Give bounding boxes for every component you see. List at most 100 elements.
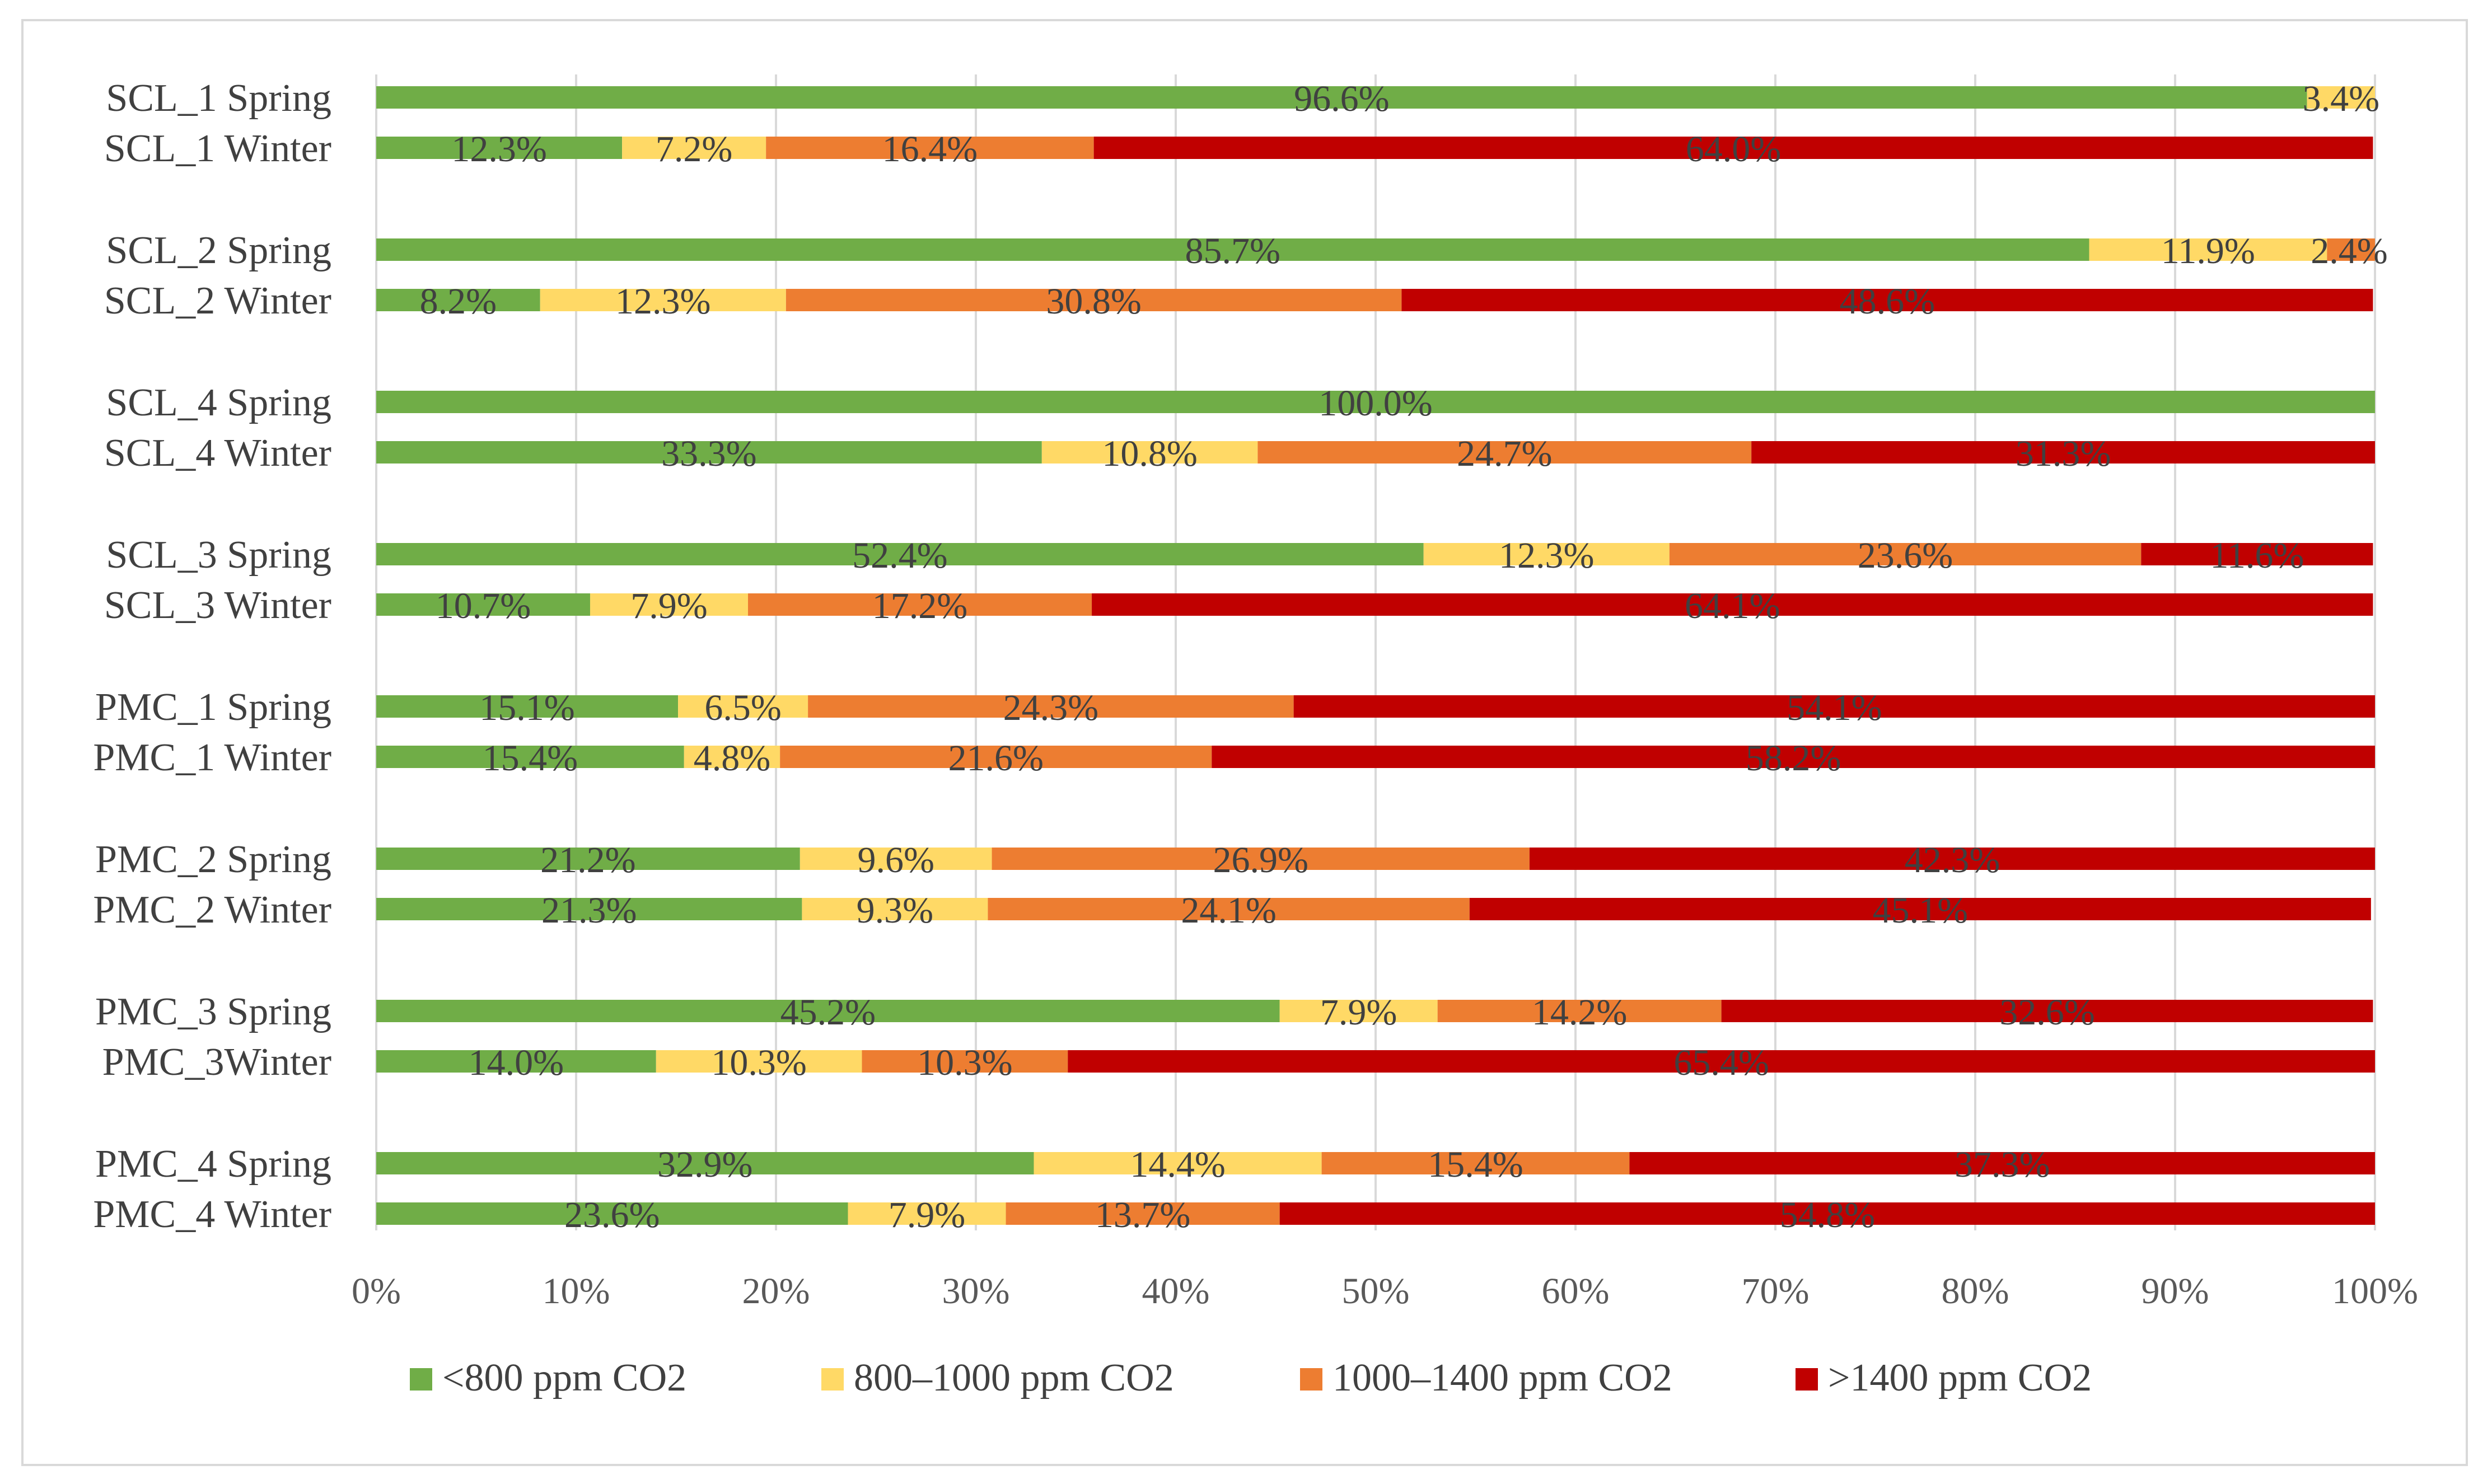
legend-label: 800–1000 ppm CO2 <box>854 1356 1174 1399</box>
x-tick-label: 60% <box>1542 1271 1610 1312</box>
data-label: 100.0% <box>1319 383 1432 424</box>
bar-segment <box>1034 1152 1322 1174</box>
category-label: SCL_1 Winter <box>104 127 331 170</box>
data-label: 12.3% <box>451 129 546 170</box>
bar-segment <box>862 1050 1068 1073</box>
data-label: 26.9% <box>1213 840 1308 881</box>
data-label: 85.7% <box>1185 231 1280 271</box>
bar-segment <box>376 441 1042 464</box>
bar-segment <box>748 593 1092 616</box>
data-label: 9.3% <box>857 890 933 931</box>
data-label: 8.2% <box>420 281 497 322</box>
data-label: 14.4% <box>1130 1144 1225 1185</box>
data-label: 11.6% <box>2210 535 2304 576</box>
bar-segment <box>848 1202 1006 1225</box>
legend-label: 1000–1400 ppm CO2 <box>1333 1356 1672 1399</box>
data-label: 45.2% <box>780 992 876 1033</box>
x-tick-label: 30% <box>942 1271 1010 1312</box>
x-tick-label: 10% <box>543 1271 610 1312</box>
data-label: 15.1% <box>479 687 574 728</box>
data-label: 16.4% <box>882 129 978 170</box>
bar-segment <box>1629 1152 2375 1174</box>
bar-segment <box>376 695 679 718</box>
bar-segment <box>1529 848 2375 870</box>
bar-segment <box>1293 695 2375 718</box>
bar-segment <box>656 1050 862 1073</box>
bar-segment <box>988 898 1470 920</box>
legend-swatch <box>821 1368 844 1391</box>
data-label: 23.6% <box>564 1195 660 1235</box>
legend-swatch <box>410 1368 432 1391</box>
legend-swatch <box>1796 1368 1818 1391</box>
legend-swatch <box>1300 1368 1322 1391</box>
data-label: 14.0% <box>469 1042 564 1083</box>
data-label: 7.9% <box>630 586 707 626</box>
bar-segment <box>376 1202 848 1225</box>
data-label: 96.6% <box>1294 78 1389 119</box>
data-label: 6.5% <box>704 687 781 728</box>
bar-segment <box>1423 543 1670 565</box>
data-label: 14.2% <box>1532 992 1627 1033</box>
category-label: PMC_1 Spring <box>95 686 331 729</box>
bar-segment <box>1257 441 1752 464</box>
legend-label: >1400 ppm CO2 <box>1828 1356 2092 1399</box>
bar-segment <box>2307 86 2375 109</box>
bar-segment <box>1279 1000 1438 1022</box>
data-label: 37.3% <box>1955 1144 2050 1185</box>
x-tick-label: 80% <box>1942 1271 2009 1312</box>
category-label: PMC_4 Spring <box>95 1143 331 1186</box>
bar-segment <box>1093 137 2373 159</box>
data-label: 32.6% <box>1999 992 2094 1033</box>
data-label: 17.2% <box>872 586 967 626</box>
category-label: PMC_2 Winter <box>93 888 331 931</box>
bar-segment <box>1321 1152 1630 1174</box>
bar-segment <box>2141 543 2373 565</box>
bar-segment <box>786 289 1402 311</box>
bar-segment <box>992 848 1530 870</box>
category-label: PMC_3 Spring <box>95 990 331 1033</box>
bar-segment <box>1437 1000 1722 1022</box>
data-label: 24.3% <box>1003 687 1098 728</box>
category-label: SCL_2 Spring <box>106 229 331 272</box>
data-label: 12.3% <box>1499 535 1594 576</box>
data-label: 10.3% <box>711 1042 806 1083</box>
bar-segment <box>800 848 992 870</box>
x-tick-label: 70% <box>1742 1271 1810 1312</box>
x-axis-tick-labels: 0% 10% 20% 30% 40% 50% 60% 70% 80% 90% 100% <box>352 1271 2418 1312</box>
bar-segment <box>780 746 1212 768</box>
data-label: 12.3% <box>615 281 710 322</box>
data-label: 21.3% <box>541 890 637 931</box>
bar-segment <box>376 238 2089 261</box>
data-label: 30.8% <box>1046 281 1141 322</box>
bar-segment <box>1006 1202 1280 1225</box>
bar-segment <box>1669 543 2142 565</box>
data-label: 7.2% <box>656 129 732 170</box>
data-label: 11.9% <box>2161 231 2255 271</box>
bar-segment <box>802 898 988 920</box>
category-label: SCL_1 Spring <box>106 77 331 120</box>
data-label: 45.1% <box>1873 890 1968 931</box>
bar-segment <box>684 746 780 768</box>
data-label: 31.3% <box>2016 433 2111 474</box>
bar-segment <box>1092 593 2373 616</box>
data-label: 10.7% <box>436 586 531 626</box>
data-label: 10.3% <box>917 1042 1012 1083</box>
bar-segment <box>376 1000 1280 1022</box>
category-labels: SCL_1 Spring SCL_1 Winter SCL_2 Spring SCL_… <box>93 77 331 1236</box>
co2-stacked-bar-chart: 96.6% 3.4% 12.3% 7.2% 16.4% 64.0% 85.7% 11.9% 2.… <box>93 74 2418 1399</box>
bar-segment <box>1401 289 2373 311</box>
bar-segment <box>1721 1000 2373 1022</box>
bar-segment <box>1751 441 2375 464</box>
data-label: 23.6% <box>1858 535 1953 576</box>
bar-segment <box>376 137 623 159</box>
bar-segment <box>376 746 684 768</box>
bar-segment <box>766 137 1094 159</box>
bar-segment <box>376 289 540 311</box>
bars <box>376 86 2375 1225</box>
bar-segment <box>1279 1202 2375 1225</box>
x-tick-label: 50% <box>1342 1271 1410 1312</box>
category-label: SCL_4 Winter <box>104 432 331 475</box>
data-label: 7.9% <box>1320 992 1397 1033</box>
bar-segment <box>2327 238 2375 261</box>
data-label: 21.2% <box>540 840 635 881</box>
